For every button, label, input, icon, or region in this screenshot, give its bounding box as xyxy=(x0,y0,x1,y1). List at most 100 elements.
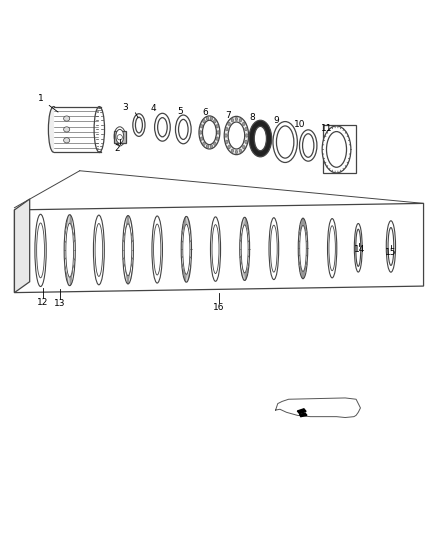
Polygon shape xyxy=(14,199,30,293)
Ellipse shape xyxy=(64,127,70,132)
Text: 5: 5 xyxy=(177,107,183,116)
Ellipse shape xyxy=(95,223,102,277)
Text: 9: 9 xyxy=(274,116,279,125)
Text: 16: 16 xyxy=(213,303,225,312)
Ellipse shape xyxy=(200,125,203,128)
Ellipse shape xyxy=(64,116,70,121)
Ellipse shape xyxy=(210,117,213,120)
Text: 3: 3 xyxy=(123,103,128,112)
Ellipse shape xyxy=(203,119,205,123)
Ellipse shape xyxy=(214,142,216,146)
Ellipse shape xyxy=(216,137,219,140)
Ellipse shape xyxy=(328,219,337,278)
Ellipse shape xyxy=(298,218,308,279)
Ellipse shape xyxy=(271,225,277,272)
Ellipse shape xyxy=(211,217,221,281)
Ellipse shape xyxy=(212,224,219,273)
Ellipse shape xyxy=(269,218,279,280)
Ellipse shape xyxy=(116,130,124,143)
Ellipse shape xyxy=(276,126,294,158)
Text: 1: 1 xyxy=(38,94,43,103)
Polygon shape xyxy=(14,204,424,293)
Ellipse shape xyxy=(245,127,247,131)
Ellipse shape xyxy=(231,118,234,122)
Text: 7: 7 xyxy=(226,110,231,119)
Ellipse shape xyxy=(217,131,219,134)
Ellipse shape xyxy=(94,107,105,152)
Ellipse shape xyxy=(386,221,396,272)
Ellipse shape xyxy=(226,140,228,143)
Polygon shape xyxy=(297,409,306,414)
Text: 13: 13 xyxy=(54,299,66,308)
Ellipse shape xyxy=(228,146,230,149)
Ellipse shape xyxy=(246,134,248,137)
Ellipse shape xyxy=(206,145,209,148)
Ellipse shape xyxy=(200,137,203,140)
Ellipse shape xyxy=(135,117,142,133)
Ellipse shape xyxy=(64,138,70,143)
Ellipse shape xyxy=(326,132,346,167)
Ellipse shape xyxy=(231,149,234,152)
Text: 4: 4 xyxy=(151,104,156,114)
Ellipse shape xyxy=(224,116,249,155)
Ellipse shape xyxy=(155,114,170,141)
Ellipse shape xyxy=(114,127,125,146)
Ellipse shape xyxy=(388,228,394,265)
Ellipse shape xyxy=(176,115,191,144)
FancyBboxPatch shape xyxy=(114,131,126,143)
Ellipse shape xyxy=(240,217,250,280)
Text: 2: 2 xyxy=(114,144,120,154)
Bar xyxy=(53,107,102,152)
Ellipse shape xyxy=(239,149,242,152)
Text: 14: 14 xyxy=(353,246,365,254)
Ellipse shape xyxy=(225,134,227,137)
Ellipse shape xyxy=(64,215,75,286)
Ellipse shape xyxy=(273,122,297,163)
Ellipse shape xyxy=(37,223,45,278)
Ellipse shape xyxy=(210,145,213,148)
Ellipse shape xyxy=(226,127,228,131)
Ellipse shape xyxy=(241,225,248,273)
Ellipse shape xyxy=(181,216,191,282)
Ellipse shape xyxy=(158,118,167,137)
Ellipse shape xyxy=(133,114,145,136)
Ellipse shape xyxy=(93,215,104,285)
Ellipse shape xyxy=(124,224,132,276)
Ellipse shape xyxy=(322,126,351,173)
Ellipse shape xyxy=(199,131,202,134)
Ellipse shape xyxy=(199,116,220,149)
Ellipse shape xyxy=(245,140,247,143)
Ellipse shape xyxy=(117,135,122,140)
Text: 12: 12 xyxy=(37,298,49,306)
Ellipse shape xyxy=(152,216,162,283)
Ellipse shape xyxy=(206,117,209,120)
Polygon shape xyxy=(300,413,307,417)
Ellipse shape xyxy=(35,214,46,287)
Ellipse shape xyxy=(303,134,314,157)
Ellipse shape xyxy=(249,120,272,157)
Ellipse shape xyxy=(228,122,245,149)
Ellipse shape xyxy=(254,126,266,151)
Text: 10: 10 xyxy=(294,120,305,129)
Ellipse shape xyxy=(235,117,238,120)
Ellipse shape xyxy=(235,150,238,154)
Text: 8: 8 xyxy=(249,113,255,122)
Ellipse shape xyxy=(329,226,336,271)
Ellipse shape xyxy=(183,224,190,274)
Ellipse shape xyxy=(203,142,205,146)
Ellipse shape xyxy=(243,122,245,126)
Polygon shape xyxy=(276,398,360,417)
Text: 11: 11 xyxy=(321,124,333,133)
Ellipse shape xyxy=(354,223,362,272)
Ellipse shape xyxy=(300,225,306,271)
Ellipse shape xyxy=(179,119,188,140)
Ellipse shape xyxy=(123,215,134,284)
Ellipse shape xyxy=(48,107,59,152)
Ellipse shape xyxy=(356,229,361,266)
Ellipse shape xyxy=(300,130,317,161)
Text: 15: 15 xyxy=(385,248,397,256)
Ellipse shape xyxy=(239,118,242,122)
Ellipse shape xyxy=(216,125,219,128)
Ellipse shape xyxy=(66,223,74,277)
Ellipse shape xyxy=(154,224,161,275)
